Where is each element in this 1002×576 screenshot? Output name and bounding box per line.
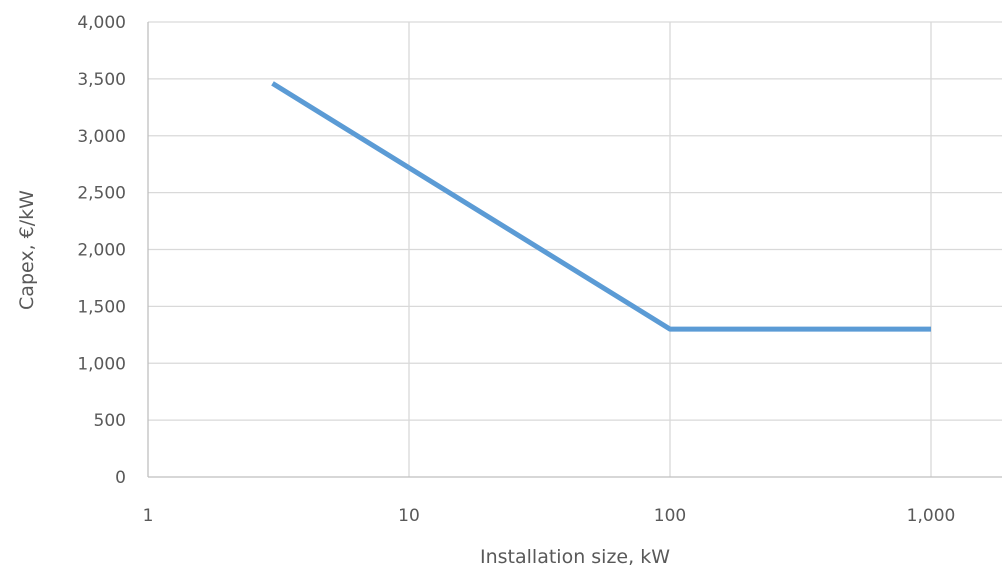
x-tick-label: 1 bbox=[143, 506, 154, 526]
y-tick-label: 4,000 bbox=[77, 13, 126, 33]
series-layer bbox=[271, 81, 931, 332]
y-tick-label: 500 bbox=[94, 411, 126, 431]
x-tick-label: 1,000 bbox=[907, 506, 956, 526]
y-tick-label: 3,000 bbox=[77, 127, 126, 147]
axes bbox=[147, 22, 1002, 478]
y-tick-label: 2,500 bbox=[77, 184, 126, 204]
y-tick-label: 0 bbox=[115, 468, 126, 488]
y-tick-label: 2,000 bbox=[77, 241, 126, 261]
series-line bbox=[271, 81, 931, 332]
y-tick-label: 3,500 bbox=[77, 70, 126, 90]
y-axis-title: Capex, €/kW bbox=[16, 190, 38, 310]
y-tick-label: 1,500 bbox=[77, 297, 126, 317]
gridlines bbox=[148, 21, 1002, 477]
y-tick-labels: 0 500 1,000 1,500 2,000 2,500 3,000 3,500 4,000 bbox=[77, 13, 126, 488]
x-tick-label: 100 bbox=[654, 506, 686, 526]
x-tick-labels: 1 10 100 1,000 bbox=[143, 506, 956, 526]
x-axis-title: Installation size, kW bbox=[480, 546, 670, 568]
y-tick-label: 1,000 bbox=[77, 354, 126, 374]
x-tick-label: 10 bbox=[398, 506, 420, 526]
